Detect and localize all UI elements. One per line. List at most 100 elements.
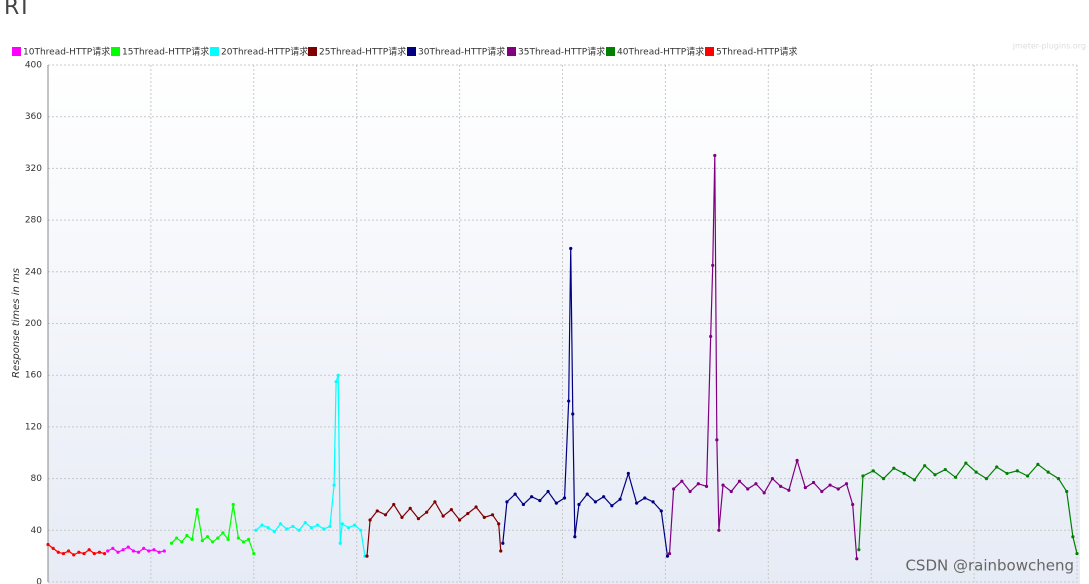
data-point xyxy=(340,522,344,526)
data-point xyxy=(634,501,639,505)
data-point xyxy=(383,513,388,517)
data-point xyxy=(392,502,396,507)
data-point xyxy=(521,502,525,507)
data-point xyxy=(336,373,340,377)
data-point xyxy=(195,508,199,512)
legend-swatch xyxy=(507,47,516,56)
data-point xyxy=(266,526,270,530)
data-point xyxy=(332,483,336,487)
data-point xyxy=(142,546,146,550)
data-point xyxy=(365,554,369,558)
data-point xyxy=(602,495,606,499)
data-point xyxy=(375,509,379,513)
data-point xyxy=(546,489,550,494)
data-point xyxy=(66,549,71,553)
data-point xyxy=(857,548,861,552)
y-tick-label: 360 xyxy=(25,112,42,122)
data-point xyxy=(953,475,958,479)
legend-swatch xyxy=(12,47,21,56)
series-line xyxy=(255,375,366,557)
data-point xyxy=(530,495,534,499)
data-point xyxy=(711,263,715,267)
data-point xyxy=(180,540,184,544)
legend-swatch xyxy=(308,47,317,56)
data-point xyxy=(368,518,372,522)
data-point xyxy=(577,502,581,507)
data-point xyxy=(346,526,351,530)
data-point xyxy=(974,470,978,474)
data-point xyxy=(762,491,766,495)
data-point xyxy=(338,541,342,545)
data-point xyxy=(538,498,542,503)
data-point xyxy=(573,535,577,539)
data-point xyxy=(87,548,91,552)
y-tick-label: 0 xyxy=(36,578,42,584)
data-point xyxy=(205,535,210,539)
data-point xyxy=(190,537,194,541)
legend-swatch xyxy=(111,47,120,56)
data-point xyxy=(131,549,136,553)
data-point xyxy=(828,483,832,487)
data-point xyxy=(291,524,295,529)
data-point xyxy=(696,482,700,486)
data-point xyxy=(672,487,676,491)
data-point xyxy=(449,508,453,512)
data-point xyxy=(416,517,421,521)
data-point xyxy=(964,461,968,465)
data-point xyxy=(497,522,501,526)
data-point xyxy=(490,513,495,517)
y-tick-label: 240 xyxy=(25,267,42,277)
data-point xyxy=(303,520,307,525)
data-point xyxy=(102,551,107,556)
data-point xyxy=(501,541,505,545)
data-point xyxy=(754,482,758,486)
data-point xyxy=(185,533,189,538)
data-point xyxy=(211,540,215,544)
data-point xyxy=(241,540,246,544)
data-point xyxy=(803,486,807,490)
data-point xyxy=(902,471,906,476)
data-point xyxy=(162,549,166,553)
data-point xyxy=(236,536,240,540)
data-point xyxy=(713,153,717,158)
chart-title: RT xyxy=(4,0,32,20)
data-point xyxy=(585,492,589,496)
data-point xyxy=(231,502,235,507)
data-point xyxy=(175,536,179,540)
data-point xyxy=(881,477,886,481)
data-point xyxy=(408,506,412,510)
legend-label: 30Thread-HTTP请求 xyxy=(418,46,505,58)
data-point xyxy=(1075,551,1079,556)
data-point xyxy=(297,528,301,532)
data-point xyxy=(851,502,855,507)
data-point xyxy=(328,524,332,529)
data-point xyxy=(892,466,896,470)
data-point xyxy=(737,479,742,483)
data-point xyxy=(811,480,816,485)
data-point xyxy=(482,515,486,519)
data-point xyxy=(779,484,783,488)
data-point xyxy=(278,522,283,526)
data-point xyxy=(505,500,509,504)
watermark: jmeter-plugins.org xyxy=(1012,42,1086,51)
legend-label: 15Thread-HTTP请求 xyxy=(122,46,209,58)
data-point xyxy=(285,527,289,531)
legend-label: 10Thread-HTTP请求 xyxy=(23,46,110,58)
y-tick-label: 80 xyxy=(31,474,43,484)
data-point xyxy=(247,537,251,541)
plot-area xyxy=(48,65,1080,584)
data-point xyxy=(562,496,567,500)
legend-label: 40Thread-HTTP请求 xyxy=(617,46,704,58)
data-point xyxy=(567,399,571,403)
data-point xyxy=(770,477,775,481)
data-point xyxy=(1056,477,1061,481)
data-point xyxy=(618,497,622,501)
data-point xyxy=(466,511,470,516)
data-point xyxy=(400,515,404,519)
data-point xyxy=(136,550,141,554)
data-point xyxy=(433,500,437,504)
data-point xyxy=(923,464,927,468)
y-tick-label: 120 xyxy=(25,422,42,432)
data-point xyxy=(216,536,220,540)
